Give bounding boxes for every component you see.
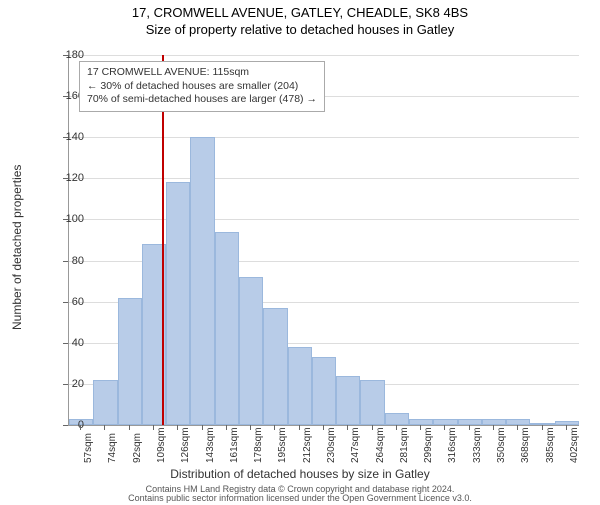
histogram-bar	[215, 232, 239, 425]
histogram-bar	[263, 308, 287, 425]
x-tick-label: 247sqm	[350, 427, 361, 463]
x-tick-mark	[372, 425, 373, 430]
y-tick-label: 80	[54, 255, 84, 267]
x-tick-mark	[226, 425, 227, 430]
x-tick-mark	[469, 425, 470, 430]
y-tick-mark	[63, 137, 68, 138]
histogram-bar	[360, 380, 384, 425]
x-tick-mark	[566, 425, 567, 430]
sub-title: Size of property relative to detached ho…	[0, 22, 600, 37]
x-tick-label: 385sqm	[545, 427, 556, 463]
y-tick-mark	[63, 425, 68, 426]
x-tick-mark	[444, 425, 445, 430]
plot-area: 17 CROMWELL AVENUE: 115sqm ← 30% of deta…	[68, 55, 579, 426]
x-tick-mark	[153, 425, 154, 430]
histogram-bar	[385, 413, 409, 425]
x-tick-mark	[517, 425, 518, 430]
footer-credits: Contains HM Land Registry data © Crown c…	[0, 485, 600, 503]
x-tick-label: 57sqm	[83, 433, 94, 463]
histogram-bar	[166, 182, 190, 425]
y-tick-label: 120	[54, 172, 84, 184]
histogram-bar	[336, 376, 360, 425]
x-tick-label: 333sqm	[472, 427, 483, 463]
y-tick-label: 140	[54, 131, 84, 143]
grid-line	[69, 178, 579, 179]
histogram-bar	[458, 419, 482, 425]
annotation-line-3: 70% of semi-detached houses are larger (…	[87, 93, 317, 107]
y-tick-mark	[63, 178, 68, 179]
x-tick-label: 195sqm	[277, 427, 288, 463]
x-tick-mark	[396, 425, 397, 430]
x-tick-label: 74sqm	[107, 433, 118, 463]
x-tick-label: 212sqm	[302, 427, 313, 463]
x-tick-mark	[493, 425, 494, 430]
y-tick-mark	[63, 343, 68, 344]
x-tick-mark	[80, 425, 81, 430]
histogram-bar	[239, 277, 263, 425]
histogram-bar	[409, 419, 433, 425]
y-tick-label: 20	[54, 378, 84, 390]
x-tick-label: 178sqm	[253, 427, 264, 463]
grid-line	[69, 137, 579, 138]
x-tick-label: 230sqm	[326, 427, 337, 463]
histogram-bar	[190, 137, 214, 425]
histogram-bar	[288, 347, 312, 425]
x-tick-mark	[129, 425, 130, 430]
main-title: 17, CROMWELL AVENUE, GATLEY, CHEADLE, SK…	[0, 5, 600, 20]
histogram-bar	[433, 419, 457, 425]
x-tick-label: 402sqm	[569, 427, 580, 463]
y-tick-label: 40	[54, 337, 84, 349]
y-tick-mark	[63, 302, 68, 303]
y-tick-mark	[63, 261, 68, 262]
histogram-bar	[506, 419, 530, 425]
x-tick-mark	[347, 425, 348, 430]
x-tick-label: 368sqm	[520, 427, 531, 463]
histogram-bar	[530, 423, 554, 425]
y-tick-mark	[63, 55, 68, 56]
x-tick-mark	[420, 425, 421, 430]
x-tick-mark	[299, 425, 300, 430]
x-tick-label: 126sqm	[180, 427, 191, 463]
x-tick-label: 92sqm	[132, 433, 143, 463]
x-tick-label: 281sqm	[399, 427, 410, 463]
x-tick-label: 264sqm	[375, 427, 386, 463]
x-tick-label: 109sqm	[156, 427, 167, 463]
y-tick-mark	[63, 219, 68, 220]
grid-line	[69, 55, 579, 56]
x-tick-mark	[323, 425, 324, 430]
x-tick-label: 161sqm	[229, 427, 240, 463]
annotation-line-1: 17 CROMWELL AVENUE: 115sqm	[87, 66, 317, 80]
y-tick-label: 100	[54, 213, 84, 225]
chart-container: 17, CROMWELL AVENUE, GATLEY, CHEADLE, SK…	[0, 5, 600, 505]
x-tick-label: 316sqm	[447, 427, 458, 463]
x-tick-mark	[274, 425, 275, 430]
annotation-box: 17 CROMWELL AVENUE: 115sqm ← 30% of deta…	[79, 61, 325, 112]
y-tick-mark	[63, 96, 68, 97]
histogram-bar	[118, 298, 142, 425]
histogram-bar	[555, 421, 579, 425]
annotation-line-2: ← 30% of detached houses are smaller (20…	[87, 80, 317, 94]
x-tick-mark	[177, 425, 178, 430]
grid-line	[69, 219, 579, 220]
x-tick-mark	[104, 425, 105, 430]
histogram-bar	[312, 357, 336, 425]
x-tick-label: 350sqm	[496, 427, 507, 463]
x-tick-label: 299sqm	[423, 427, 434, 463]
x-tick-mark	[542, 425, 543, 430]
x-axis-title: Distribution of detached houses by size …	[0, 467, 600, 481]
x-tick-mark	[250, 425, 251, 430]
y-tick-label: 180	[54, 49, 84, 61]
x-tick-label: 143sqm	[205, 427, 216, 463]
x-tick-mark	[202, 425, 203, 430]
y-tick-mark	[63, 384, 68, 385]
y-axis-title: Number of detached properties	[10, 75, 24, 240]
y-tick-label: 60	[54, 296, 84, 308]
histogram-bar	[93, 380, 117, 425]
